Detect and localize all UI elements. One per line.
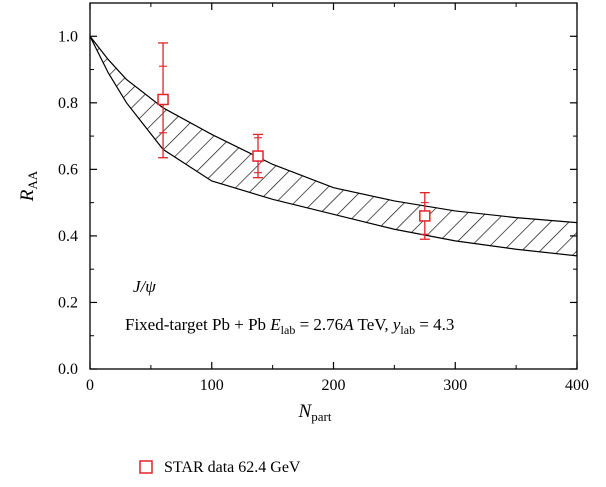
model-band bbox=[90, 35, 577, 257]
x-axis-title: Npart bbox=[298, 401, 332, 424]
y-tick-label: 0.8 bbox=[58, 95, 78, 112]
data-points-layer bbox=[157, 42, 431, 240]
x-tick-label: 0 bbox=[86, 377, 94, 394]
plot-frame bbox=[89, 2, 578, 370]
legend: STAR data 62.4 GeV bbox=[139, 459, 301, 476]
x-tick-label: 100 bbox=[200, 377, 224, 394]
y-tick-label: 0.4 bbox=[58, 228, 78, 245]
y-tick-label: 0.6 bbox=[58, 161, 78, 178]
point-marker bbox=[419, 210, 431, 222]
legend-marker-star-data bbox=[139, 460, 153, 474]
legend-label-star-data: STAR data 62.4 GeV bbox=[164, 459, 301, 476]
system-annotation: Fixed-target Pb + Pb Elab = 2.76A TeV, y… bbox=[125, 315, 454, 337]
y-tick-label: 0.2 bbox=[58, 294, 78, 311]
x-tick-label: 400 bbox=[565, 377, 589, 394]
ticks-layer: 0 100 200 300 400 0.0 0.2 0.4 0.6 0.8 1.0 bbox=[58, 2, 589, 394]
x-tick-label: 300 bbox=[443, 377, 467, 394]
point-marker bbox=[252, 150, 264, 162]
y-tick-label: 0.0 bbox=[58, 361, 78, 378]
y-tick-label: 1.0 bbox=[58, 28, 78, 45]
y-axis-title: RAA bbox=[17, 170, 40, 202]
particle-annotation: J/ψ bbox=[133, 277, 156, 296]
data-point bbox=[252, 133, 264, 179]
model-band-layer bbox=[90, 35, 577, 257]
data-point bbox=[419, 192, 431, 240]
point-marker bbox=[157, 93, 169, 106]
data-point bbox=[157, 42, 169, 159]
x-tick-label: 200 bbox=[322, 377, 346, 394]
